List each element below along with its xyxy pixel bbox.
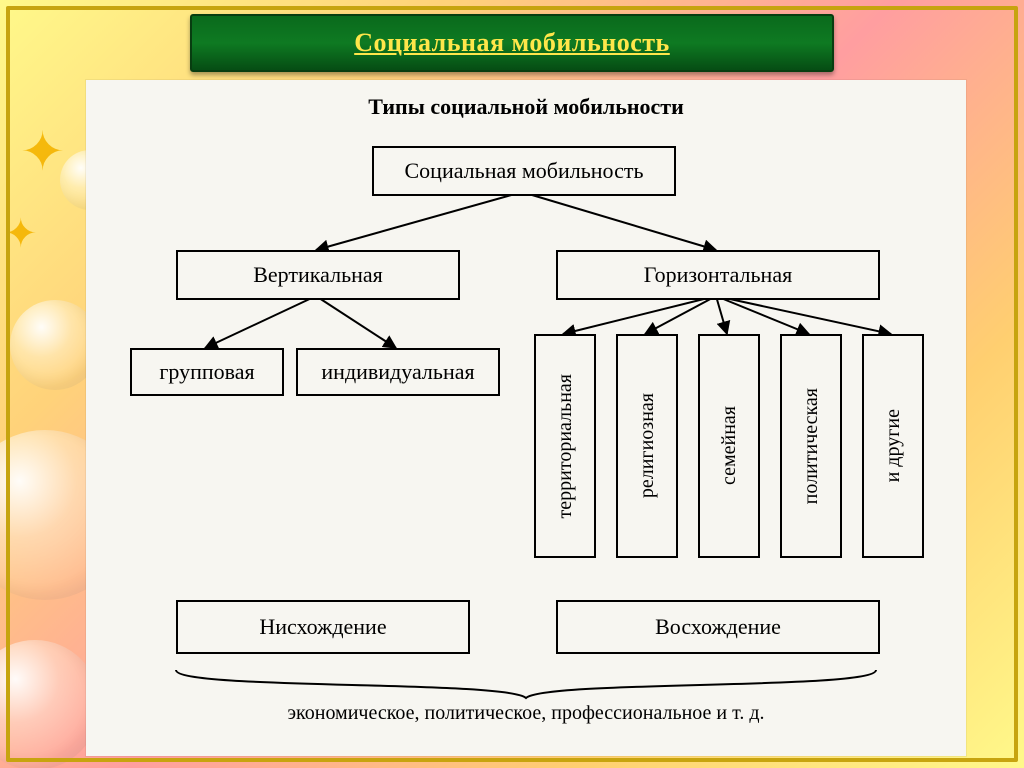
node-label: семейная: [718, 406, 741, 485]
node-individual: индивидуальная: [296, 348, 500, 396]
node-label: и другие: [882, 409, 905, 482]
node-label: Восхождение: [655, 614, 781, 640]
node-label: политическая: [800, 388, 823, 504]
node-label: Горизонтальная: [644, 262, 792, 288]
node-label: групповая: [159, 359, 254, 385]
node-vertical: Вертикальная: [176, 250, 460, 300]
node-horizontal: Горизонтальная: [556, 250, 880, 300]
node-political: политическая: [780, 334, 842, 558]
node-label: религиозная: [636, 393, 659, 498]
slide-title: Социальная мобильность: [354, 28, 670, 57]
footer-text: экономическое, политическое, профессиона…: [176, 702, 876, 725]
node-label: индивидуальная: [321, 359, 474, 385]
node-family: семейная: [698, 334, 760, 558]
node-label: территориальная: [554, 374, 577, 518]
node-label: Нисхождение: [259, 614, 386, 640]
node-descend: Нисхождение: [176, 600, 470, 654]
node-label: Вертикальная: [253, 262, 383, 288]
diagram-paper: Типы социальной мобильности Социальная м…: [86, 80, 966, 756]
node-territorial: территориальная: [534, 334, 596, 558]
slide-title-banner: Социальная мобильность: [190, 14, 834, 72]
node-ascend: Восхождение: [556, 600, 880, 654]
diagram-title: Типы социальной мобильности: [86, 94, 966, 120]
node-group: групповая: [130, 348, 284, 396]
node-religious: религиозная: [616, 334, 678, 558]
node-root: Социальная мобильность: [372, 146, 676, 196]
node-label: Социальная мобильность: [405, 158, 644, 184]
node-other: и другие: [862, 334, 924, 558]
